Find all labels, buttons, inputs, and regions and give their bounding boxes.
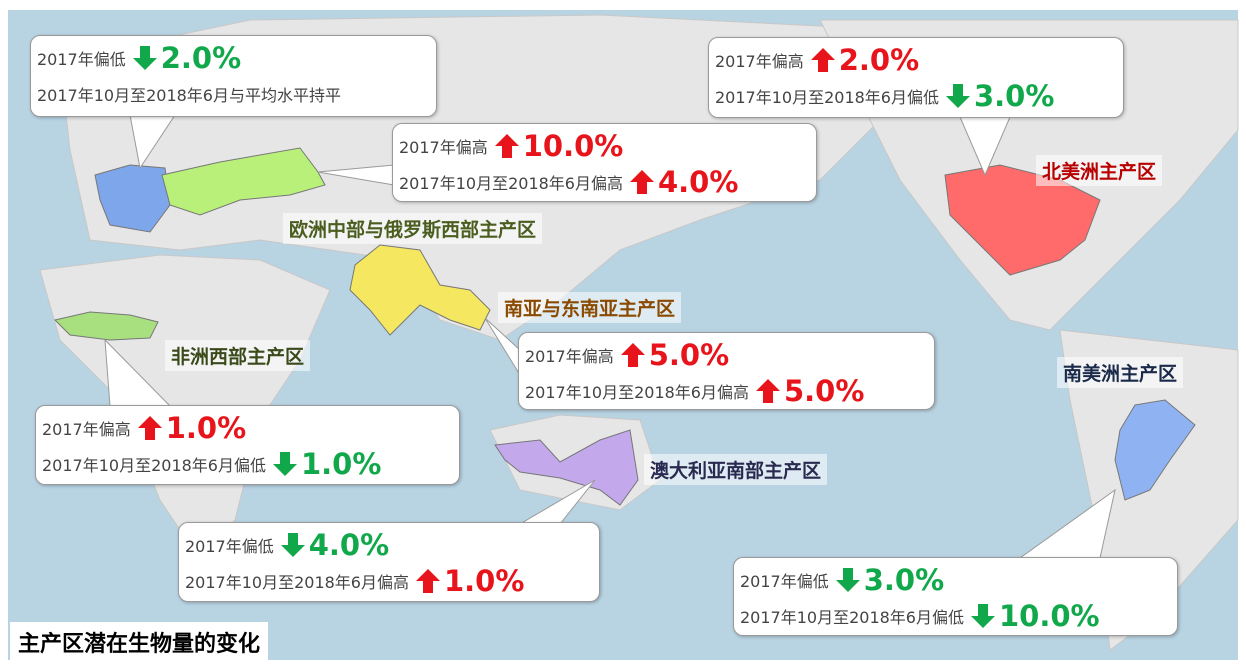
change-label: 2017年10月至2018年6月偏高 (525, 383, 749, 402)
page-title: 主产区潜在生物量的变化 (10, 622, 269, 662)
callout-line: 2017年偏高 10.0% (399, 128, 810, 164)
callout-line: 2017年10月至2018年6月与平均水平持平 (37, 76, 430, 112)
change-label: 2017年偏高 (399, 138, 488, 157)
change-value: 2.0% (160, 41, 242, 75)
callout-line: 2017年10月至2018年6月偏低 3.0% (715, 78, 1117, 114)
change-value: 1.0% (443, 564, 525, 598)
callout-line: 2017年偏高 1.0% (42, 410, 453, 446)
change-label: 2017年偏高 (525, 347, 614, 366)
trend-arrow (415, 569, 440, 593)
change-label: 2017年偏低 (740, 572, 829, 591)
change-label: 2017年10月至2018年6月与平均水平持平 (37, 86, 341, 105)
region-label: 澳大利亚南部主产区 (644, 454, 828, 485)
change-value: 10.0% (522, 129, 624, 163)
region-label: 南美洲主产区 (1057, 357, 1184, 388)
change-value: 5.0% (648, 338, 730, 372)
callout-line: 2017年偏高 2.0% (715, 42, 1117, 78)
callout-line: 2017年偏高 5.0% (525, 337, 928, 373)
callout-line: 2017年偏低 3.0% (740, 562, 1171, 598)
region-label: 非洲西部主产区 (165, 340, 311, 371)
trend-arrow (132, 46, 157, 70)
region-label: 欧洲中部与俄罗斯西部主产区 (283, 213, 543, 244)
trend-arrow (945, 84, 970, 108)
callout: 2017年偏高 5.0% 2017年10月至2018年6月偏高 5.0% (518, 332, 935, 410)
change-label: 2017年偏低 (37, 50, 126, 69)
change-value: 10.0% (998, 599, 1100, 633)
callout-line: 2017年10月至2018年6月偏高 5.0% (525, 373, 928, 409)
change-label: 2017年10月至2018年6月偏高 (185, 573, 409, 592)
change-value: 5.0% (783, 374, 865, 408)
change-label: 2017年偏高 (715, 52, 804, 71)
region-label: 南亚与东南亚主产区 (498, 292, 682, 323)
change-value: 2.0% (838, 43, 920, 77)
trend-arrow (970, 604, 995, 628)
change-label: 2017年10月至2018年6月偏低 (42, 456, 266, 475)
callout-line: 2017年10月至2018年6月偏低 10.0% (740, 598, 1171, 634)
change-value: 1.0% (300, 447, 382, 481)
change-label: 2017年偏低 (185, 537, 274, 556)
change-value: 3.0% (973, 79, 1055, 113)
callout-line: 2017年偏低 2.0% (37, 40, 430, 76)
trend-arrow (755, 379, 780, 403)
callout: 2017年偏高 1.0% 2017年10月至2018年6月偏低 1.0% (35, 405, 460, 485)
change-label: 2017年10月至2018年6月偏低 (740, 608, 964, 627)
trend-arrow (620, 343, 645, 367)
trend-arrow (629, 170, 654, 194)
callout: 2017年偏高 10.0% 2017年10月至2018年6月偏高 4.0% (392, 123, 817, 202)
trend-arrow (810, 48, 835, 72)
trend-arrow (272, 452, 297, 476)
callout: 2017年偏低 4.0% 2017年10月至2018年6月偏高 1.0% (178, 522, 600, 602)
change-value: 1.0% (165, 411, 247, 445)
change-label: 2017年10月至2018年6月偏高 (399, 174, 623, 193)
callout: 2017年偏高 2.0% 2017年10月至2018年6月偏低 3.0% (708, 37, 1124, 118)
callout-line: 2017年10月至2018年6月偏高 1.0% (185, 563, 593, 599)
trend-arrow (494, 134, 519, 158)
change-label: 2017年偏高 (42, 420, 131, 439)
callout: 2017年偏低 2.0% 2017年10月至2018年6月与平均水平持平 (30, 35, 437, 117)
trend-arrow (835, 568, 860, 592)
region-shapes (54, 147, 1196, 506)
change-value: 4.0% (657, 165, 739, 199)
callout-line: 2017年10月至2018年6月偏低 1.0% (42, 446, 453, 482)
change-label: 2017年10月至2018年6月偏低 (715, 88, 939, 107)
callout-line: 2017年10月至2018年6月偏高 4.0% (399, 164, 810, 200)
callout-line: 2017年偏低 4.0% (185, 527, 593, 563)
region-label: 北美洲主产区 (1036, 155, 1163, 186)
change-value: 3.0% (863, 563, 945, 597)
trend-arrow (137, 416, 162, 440)
trend-arrow (280, 533, 305, 557)
change-value: 4.0% (308, 528, 390, 562)
callout: 2017年偏低 3.0% 2017年10月至2018年6月偏低 10.0% (733, 557, 1178, 636)
